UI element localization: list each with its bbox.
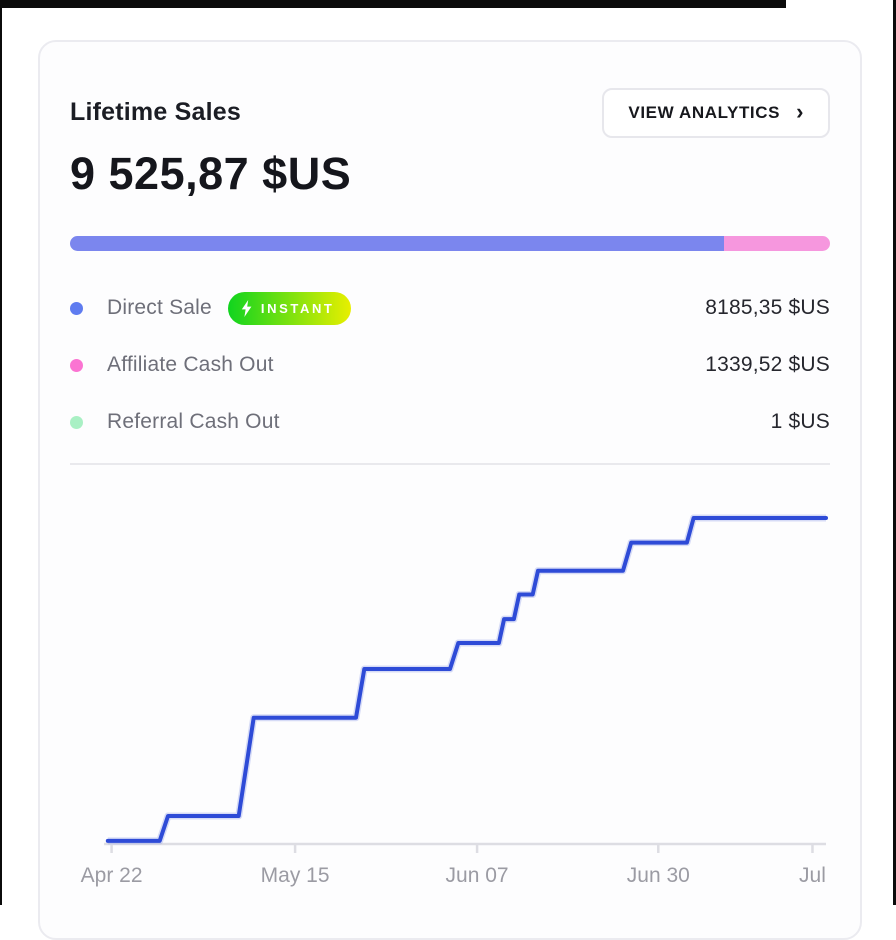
sales-split-progress-bar (70, 236, 830, 251)
legend-dot-icon (70, 301, 83, 315)
legend-row: Direct Sale INSTANT 8185,35 $US (70, 291, 830, 325)
progress-segment-direct-sale (70, 236, 724, 251)
instant-badge-label: INSTANT (260, 300, 335, 316)
legend-label: Referral Cash Out (107, 410, 280, 433)
screenshot-edge-left (0, 0, 2, 905)
chevron-right-icon: › (796, 99, 804, 124)
view-analytics-button[interactable]: VIEW ANALYTICS › (602, 88, 830, 138)
legend-label: Affiliate Cash Out (107, 353, 274, 376)
screenshot-edge-top (0, 0, 786, 8)
legend-value: 1 $US (770, 410, 830, 433)
instant-badge: INSTANT (227, 291, 352, 325)
sales-line-halo (107, 514, 826, 845)
lifetime-total-amount: 9 525,87 $US (70, 148, 352, 199)
legend-value: 1339,52 $US (705, 353, 830, 376)
sales-line (105, 516, 828, 843)
card-header: Lifetime Sales VIEW ANALYTICS › (70, 88, 830, 138)
legend-row: Affiliate Cash Out 1339,52 $US (70, 348, 830, 382)
x-axis-tick-label: May 15 (261, 864, 330, 887)
x-axis-tick-label: Jun 30 (627, 864, 690, 887)
lifetime-sales-chart: Apr 22 May 15 Jun 07 Jun 30 Jul (70, 491, 830, 889)
view-analytics-label: VIEW ANALYTICS (628, 103, 781, 122)
x-axis-tick-label: Jul (799, 864, 826, 887)
x-axis-tick-label: Jun 07 (446, 864, 509, 887)
x-axis-tick-label: Apr 22 (81, 864, 143, 887)
screenshot-edge-right (893, 0, 896, 905)
legend-dot-icon (70, 415, 83, 429)
legend-row: Referral Cash Out 1 $US (70, 405, 830, 439)
legend-value: 8185,35 $US (705, 296, 830, 319)
lightning-icon (241, 299, 252, 317)
lifetime-sales-card: Lifetime Sales VIEW ANALYTICS › 9 525,87… (38, 40, 862, 940)
page-title: Lifetime Sales (70, 98, 241, 126)
sales-legend: Direct Sale INSTANT 8185,35 $US Affiliate C… (70, 291, 830, 439)
progress-segment-affiliate-cash-out (723, 236, 830, 251)
legend-dot-icon (70, 358, 83, 372)
legend-label: Direct Sale (107, 296, 212, 319)
section-divider (70, 463, 830, 465)
chart-svg: Apr 22 May 15 Jun 07 Jun 30 Jul (81, 514, 828, 887)
